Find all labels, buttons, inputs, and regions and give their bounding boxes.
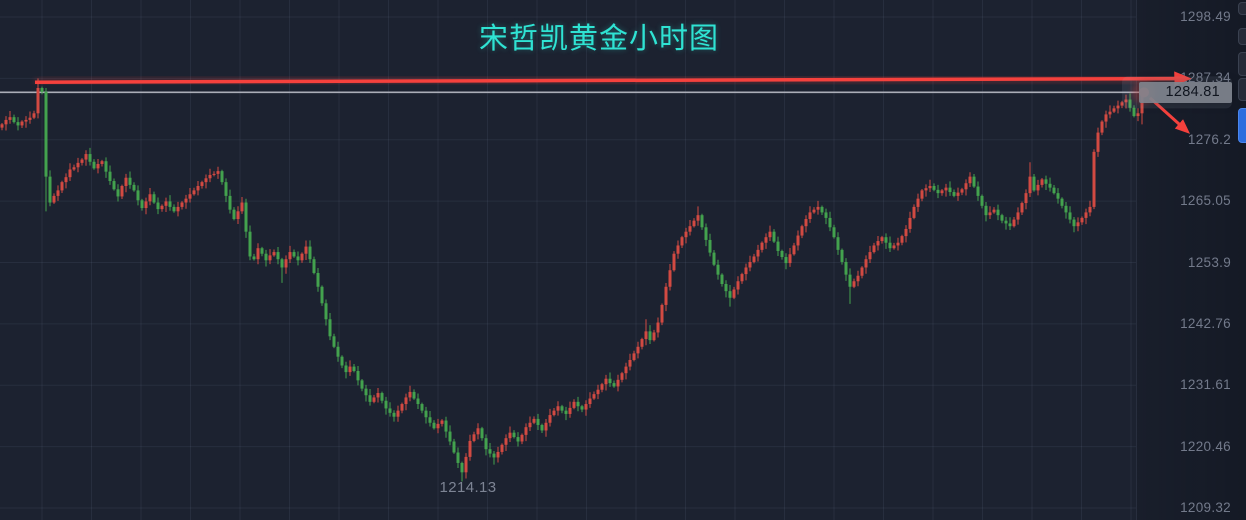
y-axis-label: 1231.61 bbox=[1180, 377, 1231, 393]
side-toolbar-button-3[interactable] bbox=[1238, 52, 1246, 76]
trend-line[interactable] bbox=[34, 71, 1192, 86]
chart-title: 宋哲凯黄金小时图 bbox=[479, 21, 720, 55]
y-axis-label: 1276.2 bbox=[1187, 131, 1231, 147]
y-axis-label: 1287.34 bbox=[1180, 70, 1231, 86]
side-toolbar-button-2[interactable] bbox=[1238, 28, 1246, 45]
y-axis-label: 1209.32 bbox=[1180, 500, 1231, 515]
y-axis-label: 1220.46 bbox=[1180, 438, 1231, 454]
side-toolbar-button-4[interactable] bbox=[1238, 78, 1246, 101]
candles bbox=[0, 78, 1144, 482]
y-axis-label: 1265.05 bbox=[1180, 193, 1231, 209]
side-toolbar-button-1[interactable] bbox=[1238, 2, 1246, 15]
y-axis-label: 1298.49 bbox=[1180, 9, 1231, 24]
y-axis-label: 1253.9 bbox=[1187, 254, 1231, 270]
y-axis-label: 1242.76 bbox=[1180, 315, 1231, 331]
last-price-tag: 1284.81 bbox=[1139, 81, 1232, 103]
side-toolbar bbox=[1236, 0, 1246, 520]
low-price-annotation: 1214.13 bbox=[439, 479, 497, 496]
side-toolbar-button-blue[interactable] bbox=[1238, 108, 1246, 143]
